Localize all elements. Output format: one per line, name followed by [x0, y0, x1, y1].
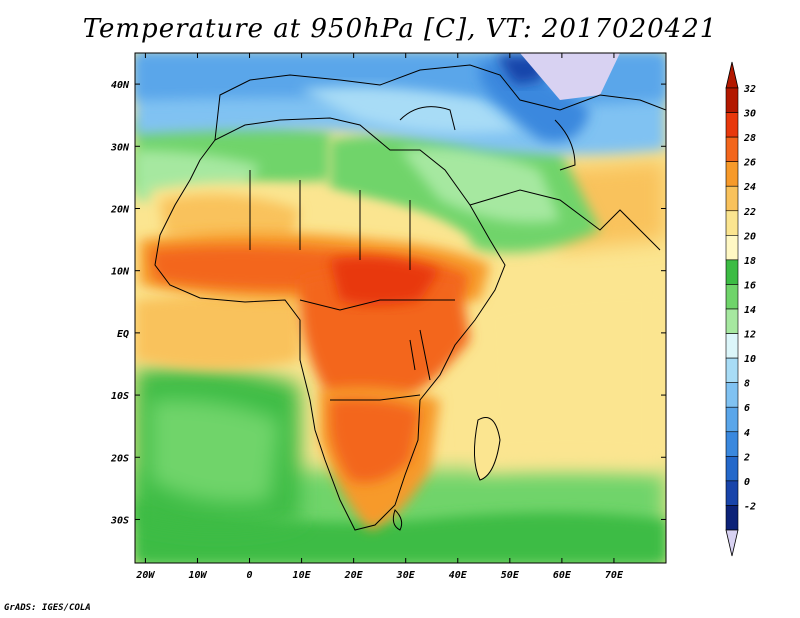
coastlines [154, 64, 666, 531]
colorbar-swatch [725, 505, 739, 531]
lon-tick-label: 60E [553, 570, 572, 581]
lat-tick-label: 40N [111, 80, 130, 91]
colorbar-swatch [725, 210, 739, 236]
colorbar-level-label: 12 [744, 330, 756, 341]
lat-tick-label: 30S [110, 515, 129, 526]
lon-tick-label: 50E [501, 570, 520, 581]
plot-frame [134, 52, 667, 564]
lon-tick-label: 10W [188, 570, 207, 581]
colorbar-level-label: 20 [743, 231, 756, 242]
colorbar-level-label: 0 [744, 477, 750, 488]
lat-tick-label: EQ [117, 329, 129, 340]
colorbar-level-label: 26 [743, 158, 756, 169]
colorbar-swatch [725, 357, 739, 383]
colorbar-level-label: 8 [744, 379, 750, 390]
colorbar-level-label: 4 [744, 428, 750, 439]
colorbar-swatch [725, 161, 739, 187]
colorbar-bottom-arrow [725, 529, 739, 557]
lat-tick-label: 20N [110, 204, 130, 215]
temperature-field [135, 53, 666, 563]
colorbar-level-label: 22 [743, 207, 756, 218]
colorbar-swatch [725, 456, 739, 482]
colorbar-level-label: 24 [743, 182, 756, 193]
lon-tick-label: 40E [449, 570, 468, 581]
colorbar-level-label: 6 [744, 403, 750, 414]
colorbar-level-label: -2 [744, 501, 756, 512]
colorbar-swatch [725, 185, 739, 212]
colorbar-swatch [725, 235, 739, 261]
colorbar-swatch [725, 87, 739, 113]
lat-tick-label: 10N [111, 267, 130, 278]
colorbar-level-label: 2 [743, 452, 750, 463]
colorbar-level-label: 28 [743, 133, 756, 144]
software-credit: GrADS: IGES/COLA [4, 603, 91, 613]
colorbar-top-arrow [725, 61, 739, 89]
lat-tick-label: 20S [110, 453, 129, 464]
lon-tick-label: 20E [344, 570, 364, 581]
colorbar-swatch [725, 284, 739, 310]
colorbar-level-label: 16 [744, 280, 756, 291]
colorbar-level-label: 18 [744, 256, 756, 267]
colorbar-swatch [725, 431, 739, 457]
colorbar-level-label: 32 [743, 84, 756, 95]
lon-tick-label: 70E [605, 570, 624, 581]
colorbar-swatch [725, 406, 739, 433]
lon-tick-label: 0 [247, 570, 253, 581]
colorbar-swatch [725, 480, 739, 506]
latitude-axis: 40N 30N 20N 10N EQ 10S 20S 30S [110, 80, 666, 526]
colorbar-swatch [725, 112, 739, 138]
colorbar-swatch [725, 333, 739, 359]
lat-tick-label: 10S [111, 391, 129, 402]
longitude-axis: 20W 10W 0 10E 20E 30E 40E 50E 60E 70E [135, 53, 624, 581]
colorbar-level-label: 14 [744, 305, 756, 316]
lon-tick-label: 20W [135, 570, 155, 581]
colorbar-level-label: 10 [744, 354, 756, 365]
colorbar-level-label: 30 [743, 109, 756, 120]
colorbar-swatch [725, 136, 739, 162]
colorbar-swatch [725, 382, 739, 408]
lat-tick-label: 30N [110, 142, 130, 153]
map-title: Temperature at 950hPa [C], VT: 201702042… [82, 14, 718, 44]
lon-tick-label: 30E [396, 570, 416, 581]
colorbar-swatch [725, 308, 739, 334]
colorbar-swatch [725, 259, 739, 285]
lon-tick-label: 10E [293, 570, 312, 581]
